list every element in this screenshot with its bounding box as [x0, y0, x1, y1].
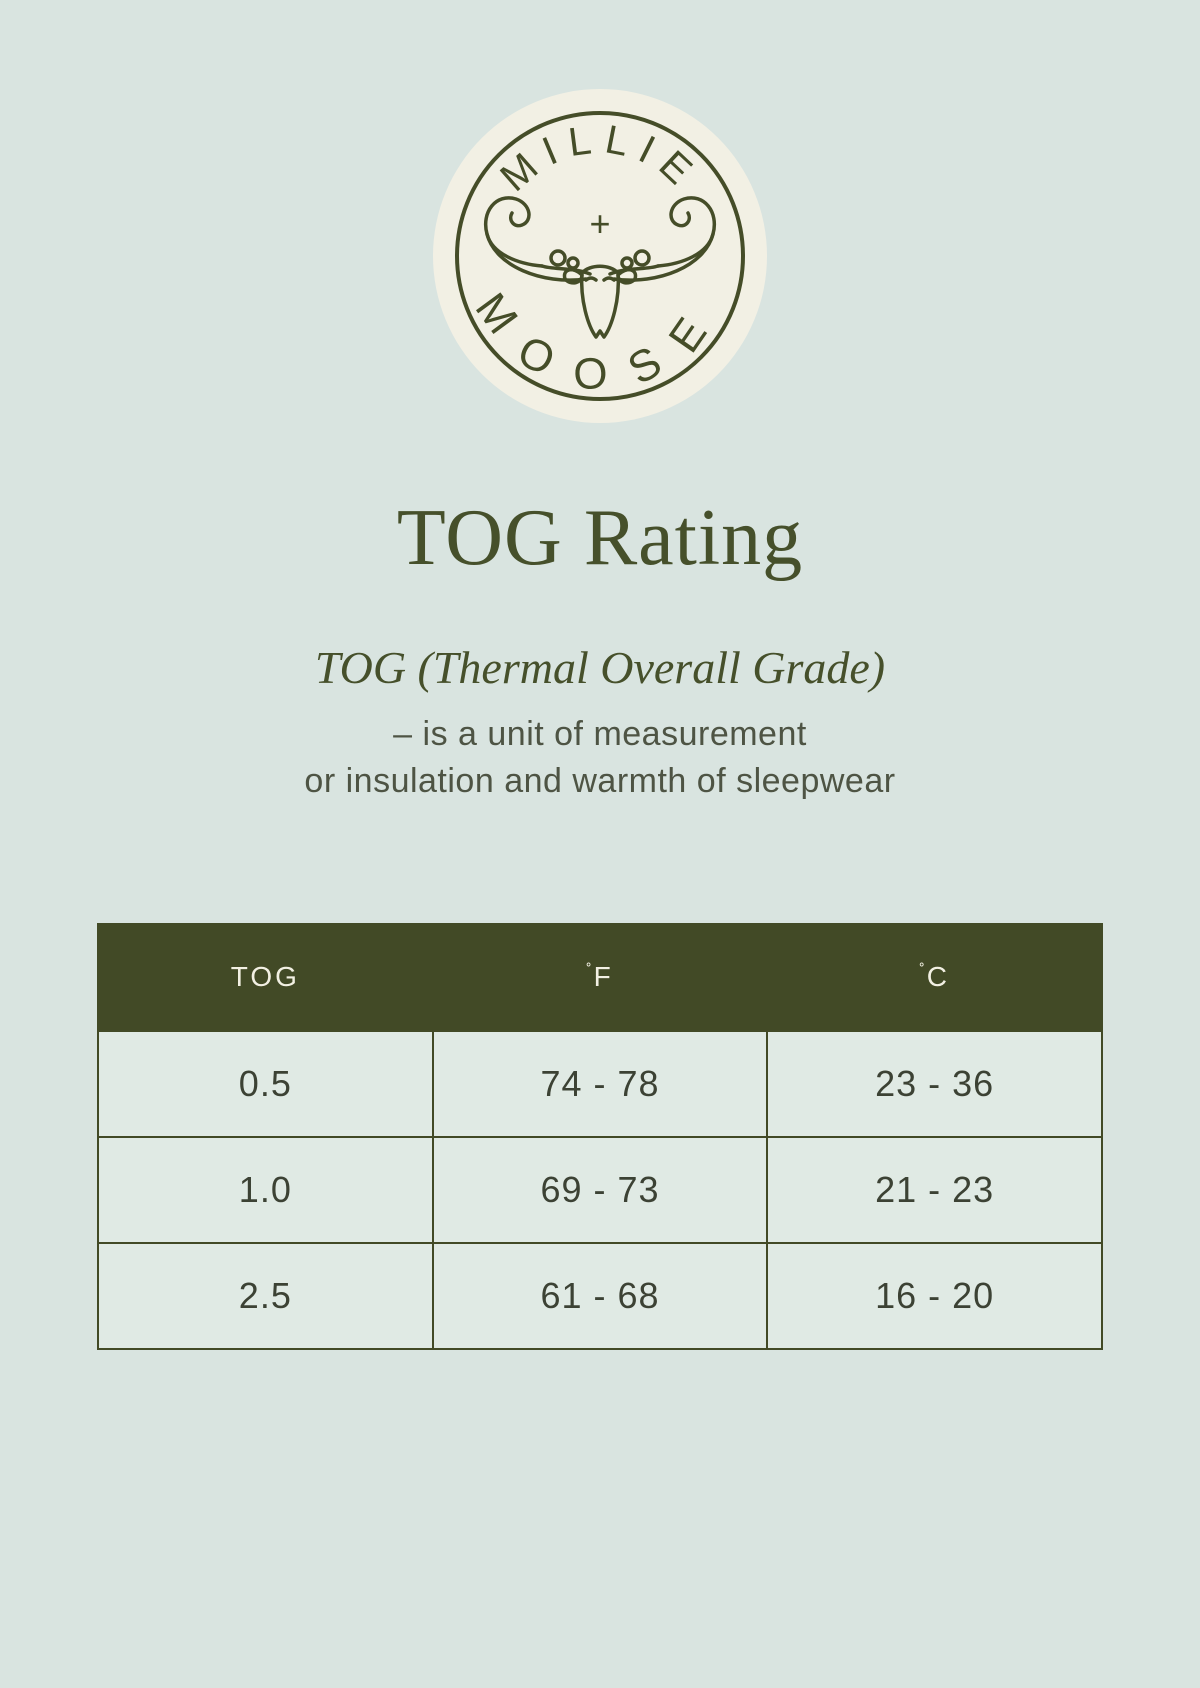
description: – is a unit of measurement or insulation…: [0, 711, 1200, 805]
cell-fahrenheit-range: 61 - 68: [431, 1241, 769, 1350]
cell-celsius-range: 21 - 23: [766, 1135, 1103, 1244]
table-row: 1.0 69 - 73 21 - 23: [97, 1135, 1103, 1244]
table-body: 0.5 74 - 78 23 - 36 1.0 69 - 73 21 - 23 …: [97, 1029, 1103, 1350]
page-title: TOG Rating: [396, 494, 804, 582]
cell-tog-value: 2.5: [97, 1241, 434, 1350]
cell-fahrenheit-range: 74 - 78: [431, 1029, 769, 1138]
tog-rating-table: TOG ˚F ˚C 0.5 74 - 78 23 - 36 1.0 69 - 7…: [97, 922, 1103, 1350]
cell-celsius-range: 23 - 36: [766, 1029, 1103, 1138]
header-label-c: C: [926, 961, 950, 993]
cell-celsius-range: 16 - 20: [766, 1241, 1103, 1350]
table-header-row: TOG ˚F ˚C: [97, 922, 1103, 1032]
header-cell-fahrenheit: ˚F: [431, 922, 769, 1032]
moose-head-icon: [483, 196, 717, 339]
brand-badge: MILLIE MOOSE +: [432, 88, 768, 424]
header-label-f: F: [593, 961, 614, 993]
description-line-1: – is a unit of measurement: [393, 714, 807, 753]
table-row: 2.5 61 - 68 16 - 20: [97, 1241, 1103, 1350]
badge-ring: [455, 111, 745, 401]
description-line-2: or insulation and warmth of sleepwear: [304, 761, 896, 800]
subtitle: TOG (Thermal Overall Grade): [314, 642, 886, 693]
table-row: 0.5 74 - 78 23 - 36: [97, 1029, 1103, 1138]
plus-sign: +: [589, 203, 610, 244]
badge-background-circle: [433, 89, 767, 423]
cell-tog-value: 0.5: [97, 1029, 434, 1138]
header-cell-tog: TOG: [97, 922, 434, 1032]
header-label-tog: TOG: [230, 961, 300, 993]
millie-moose-badge-icon: MILLIE MOOSE +: [433, 89, 767, 423]
cell-fahrenheit-range: 69 - 73: [431, 1135, 769, 1244]
cell-tog-value: 1.0: [97, 1135, 434, 1244]
degree-symbol: ˚: [919, 962, 925, 981]
degree-symbol: ˚: [586, 962, 592, 981]
table-header: TOG ˚F ˚C: [97, 922, 1103, 1032]
header-cell-celsius: ˚C: [766, 922, 1103, 1032]
